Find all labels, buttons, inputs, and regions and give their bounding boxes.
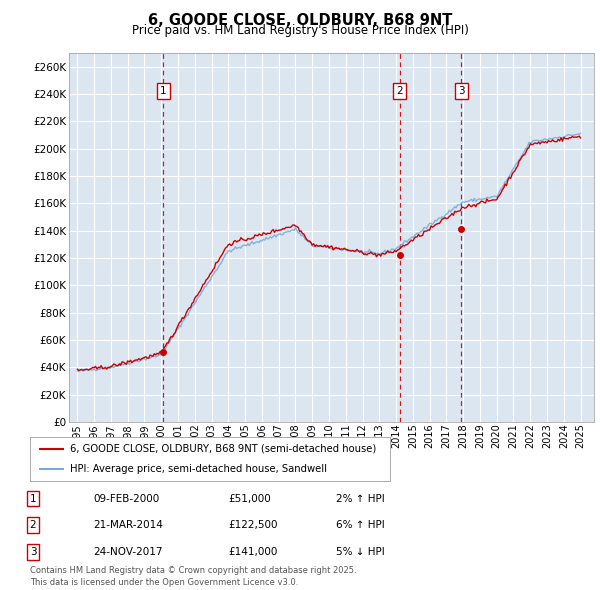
Text: Contains HM Land Registry data © Crown copyright and database right 2025.
This d: Contains HM Land Registry data © Crown c… xyxy=(30,566,356,587)
Text: 1: 1 xyxy=(29,494,37,503)
Text: 09-FEB-2000: 09-FEB-2000 xyxy=(93,494,159,503)
Text: Price paid vs. HM Land Registry's House Price Index (HPI): Price paid vs. HM Land Registry's House … xyxy=(131,24,469,37)
Text: 6, GOODE CLOSE, OLDBURY, B68 9NT (semi-detached house): 6, GOODE CLOSE, OLDBURY, B68 9NT (semi-d… xyxy=(70,444,376,454)
Text: £141,000: £141,000 xyxy=(228,547,277,556)
Text: £51,000: £51,000 xyxy=(228,494,271,503)
Text: 2: 2 xyxy=(29,520,37,530)
Text: 3: 3 xyxy=(29,547,37,556)
Text: HPI: Average price, semi-detached house, Sandwell: HPI: Average price, semi-detached house,… xyxy=(70,464,326,474)
Text: 6% ↑ HPI: 6% ↑ HPI xyxy=(336,520,385,530)
Text: 2: 2 xyxy=(397,86,403,96)
Text: 6, GOODE CLOSE, OLDBURY, B68 9NT: 6, GOODE CLOSE, OLDBURY, B68 9NT xyxy=(148,13,452,28)
Text: 24-NOV-2017: 24-NOV-2017 xyxy=(93,547,163,556)
Text: 2% ↑ HPI: 2% ↑ HPI xyxy=(336,494,385,503)
Text: 3: 3 xyxy=(458,86,465,96)
Text: 1: 1 xyxy=(160,86,166,96)
Text: 21-MAR-2014: 21-MAR-2014 xyxy=(93,520,163,530)
Text: 5% ↓ HPI: 5% ↓ HPI xyxy=(336,547,385,556)
Text: £122,500: £122,500 xyxy=(228,520,277,530)
